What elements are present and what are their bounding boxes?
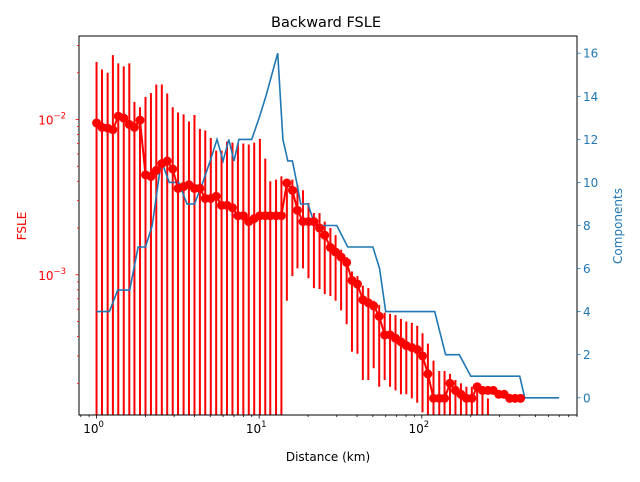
left-tick-exponent: −2	[53, 112, 66, 122]
x-tick-exponent: 2	[424, 420, 429, 430]
fsle-point	[418, 351, 428, 361]
fsle-point	[195, 183, 205, 193]
fsle-point	[238, 211, 248, 221]
fsle-point	[151, 165, 161, 175]
plot-area	[92, 52, 560, 415]
fsle-point	[162, 156, 172, 166]
components-line	[96, 52, 560, 399]
fsle-point	[320, 230, 330, 240]
right-y-axis: 0 2 4 6 8 10 12 14 16	[577, 47, 598, 405]
right-tick-label: 14	[583, 90, 598, 104]
left-axis-label: FSLE	[15, 212, 29, 241]
right-tick-label: 12	[583, 133, 598, 147]
fsle-point	[516, 393, 526, 403]
fsle-point	[309, 217, 319, 227]
fsle-point	[315, 223, 325, 233]
fsle-point	[119, 113, 129, 123]
fsle-point	[374, 311, 384, 321]
right-tick-label: 6	[583, 262, 591, 276]
fsle-point	[129, 122, 139, 132]
fsle-point	[440, 393, 450, 403]
right-tick-label: 4	[583, 305, 591, 319]
fsle-point	[336, 252, 346, 262]
fsle-point	[276, 211, 286, 221]
right-tick-label: 2	[583, 348, 591, 362]
x-tick-exponent: 0	[98, 420, 103, 430]
chart-title: Backward FSLE	[271, 15, 381, 31]
fsle-point	[108, 125, 118, 135]
x-axis-label: Distance (km)	[286, 450, 370, 464]
fsle-point	[135, 115, 145, 125]
fsle-point	[423, 369, 433, 379]
fsle-point	[342, 257, 352, 267]
fsle-point	[292, 205, 302, 215]
right-tick-label: 16	[583, 47, 598, 61]
fsle-point	[168, 164, 178, 174]
fsle-point	[352, 279, 362, 289]
x-tick-exponent: 1	[261, 420, 266, 430]
left-tick-exponent: −3	[53, 267, 66, 277]
right-tick-label: 10	[583, 176, 598, 190]
fsle-point	[445, 378, 455, 388]
fsle-point	[287, 185, 297, 195]
fsle-point	[211, 191, 221, 201]
right-tick-label: 8	[583, 219, 591, 233]
right-tick-label: 0	[583, 391, 591, 405]
right-axis-label: Components	[611, 188, 625, 264]
fsle-point	[227, 203, 237, 213]
fsle-point	[146, 171, 156, 181]
fsle-point	[369, 301, 379, 311]
fsle-point	[412, 345, 422, 355]
fsle-point	[282, 178, 292, 188]
fsle-point	[467, 393, 477, 403]
